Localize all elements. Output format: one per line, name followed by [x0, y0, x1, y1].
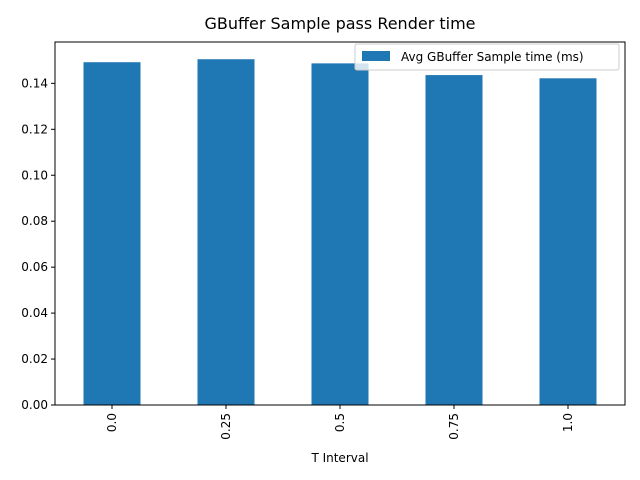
y-tick-label: 0.14 — [21, 76, 48, 90]
x-axis: 0.0 0.25 0.5 0.75 1.0 — [105, 405, 575, 440]
y-tick-label: 0.06 — [21, 260, 48, 274]
y-tick-label: 0.02 — [21, 352, 48, 366]
y-tick-label: 0.04 — [21, 306, 48, 320]
bars-group — [83, 59, 597, 406]
bar-1.0 — [539, 78, 597, 406]
y-tick-label: 0.10 — [21, 168, 48, 182]
bar-0.0 — [83, 62, 141, 406]
y-tick-label: 0.12 — [21, 122, 48, 136]
x-tick-label: 0.5 — [333, 413, 347, 432]
bar-0.25 — [197, 59, 255, 405]
x-tick-label: 1.0 — [561, 413, 575, 432]
chart-title: GBuffer Sample pass Render time — [204, 14, 475, 33]
x-axis-label: T Interval — [310, 451, 368, 465]
bar-0.5 — [311, 63, 369, 405]
legend-label: Avg GBuffer Sample time (ms) — [401, 50, 584, 64]
bar-0.75 — [425, 75, 483, 405]
x-tick-label: 0.25 — [219, 413, 233, 440]
y-axis: 0.00 0.02 0.04 0.06 0.08 0.10 0.12 0.14 — [21, 76, 55, 412]
legend-box — [354, 43, 620, 71]
x-tick-label: 0.75 — [447, 413, 461, 440]
legend: Avg GBuffer Sample time (ms) — [354, 43, 620, 71]
y-tick-label: 0.08 — [21, 214, 48, 228]
legend-swatch — [362, 51, 390, 61]
y-tick-label: 0.00 — [21, 398, 48, 412]
x-tick-label: 0.0 — [105, 413, 119, 432]
